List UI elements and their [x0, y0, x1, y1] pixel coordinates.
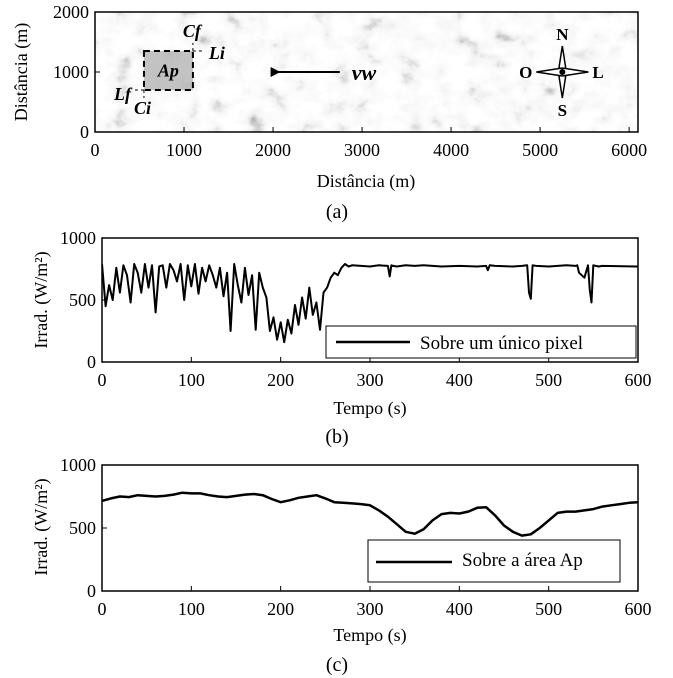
panel-c-x-tick-label: 600 — [625, 599, 652, 619]
panel-a: 0 1000 2000 3000 4000 5000 6000 0 1000 2000 Ap Cf… — [11, 2, 647, 223]
panel-b-x-tick-label: 0 — [98, 370, 107, 390]
panel-b: 0 100 200 300 400 500 600 0 500 1000 Sobre um úni… — [31, 228, 652, 448]
panel-c-frame — [101, 464, 639, 592]
region-ap-label: Ap — [157, 61, 179, 81]
series-line-area — [102, 491, 638, 537]
panel-c-x-tick-label: 100 — [178, 599, 205, 619]
wind-label: vw — [352, 60, 377, 85]
panel-c-legend: Sobre a área Ap — [367, 539, 621, 583]
panel-c-y-tick-label: 0 — [87, 581, 96, 601]
ci-label: Ci — [134, 98, 151, 118]
cf-label: Cf — [183, 21, 203, 41]
panel-b-ticks: 0 100 200 300 400 500 600 0 500 1000 — [60, 228, 652, 390]
compass-center-dot — [559, 69, 566, 75]
panel-b-y-tick-label: 1000 — [60, 228, 96, 248]
series-line-pixel — [102, 263, 638, 344]
map-x-tick-label: 2000 — [255, 140, 291, 160]
panel-b-x-tick-label: 100 — [178, 370, 205, 390]
map-x-tick-label: 3000 — [344, 140, 380, 160]
panel-b-x-tick-label: 200 — [267, 370, 294, 390]
panel-c-x-tick-label: 400 — [446, 599, 473, 619]
compass-west-label: O — [519, 63, 532, 82]
panel-c-y-axis-label: Irrad. (W/m²) — [31, 478, 52, 575]
panel-c-x-tick-label: 500 — [535, 599, 562, 619]
li-label: Li — [208, 43, 225, 63]
map-x-tick-label: 4000 — [433, 140, 469, 160]
map-x-tick-label: 5000 — [522, 140, 558, 160]
panel-c-x-tick-label: 300 — [357, 599, 384, 619]
compass-north-label: N — [556, 25, 569, 44]
caption-c: (c) — [326, 654, 348, 676]
panel-b-x-tick-label: 600 — [625, 370, 652, 390]
compass-rose: N S O L — [519, 25, 604, 120]
caption-a: (a) — [326, 201, 348, 223]
caption-b: (b) — [325, 426, 348, 448]
panel-c-y-tick-label: 1000 — [60, 455, 96, 475]
panel-b-x-axis-label: Tempo (s) — [333, 398, 406, 419]
panel-b-y-tick-label: 0 — [87, 352, 96, 372]
panel-b-x-tick-label: 400 — [446, 370, 473, 390]
map-x-axis-label: Distância (m) — [317, 171, 415, 192]
panel-b-y-axis-label: Irrad. (W/m²) — [31, 251, 52, 348]
lf-label: Lf — [113, 84, 133, 104]
panel-c-x-axis-label: Tempo (s) — [333, 625, 406, 646]
panel-c-x-tick-label: 200 — [267, 599, 294, 619]
panel-b-y-tick-label: 500 — [69, 290, 96, 310]
panel-c-y-tick-label: 500 — [69, 518, 96, 538]
panel-b-legend: Sobre um único pixel — [325, 325, 637, 359]
region-ap-box — [142, 50, 194, 91]
panel-b-frame — [101, 237, 639, 363]
map-y-tick-label: 2000 — [53, 2, 89, 22]
legend-label-c: Sobre a área Ap — [462, 550, 583, 571]
panel-c-ticks: 0 100 200 300 400 500 600 0 500 1000 — [60, 455, 652, 619]
panel-b-x-tick-label: 300 — [357, 370, 384, 390]
map-ticks: 0 1000 2000 3000 4000 5000 6000 0 1000 2000 — [53, 2, 647, 160]
panel-b-x-tick-label: 500 — [535, 370, 562, 390]
map-x-tick-label: 1000 — [166, 140, 202, 160]
panel-c-x-tick-label: 0 — [98, 599, 107, 619]
panel-c: 0 100 200 300 400 500 600 0 500 1000 Sobre a área… — [31, 455, 652, 676]
map-y-tick-label: 1000 — [53, 62, 89, 82]
compass-south-label: S — [558, 101, 567, 120]
map-y-axis-label: Distância (m) — [11, 23, 32, 121]
map-y-tick-label: 0 — [80, 122, 89, 142]
legend-label-b: Sobre um único pixel — [420, 333, 583, 354]
compass-east-label: L — [592, 63, 603, 82]
map-x-tick-label: 6000 — [611, 140, 647, 160]
compass-star-icon — [536, 45, 589, 99]
map-x-tick-label: 0 — [91, 140, 100, 160]
